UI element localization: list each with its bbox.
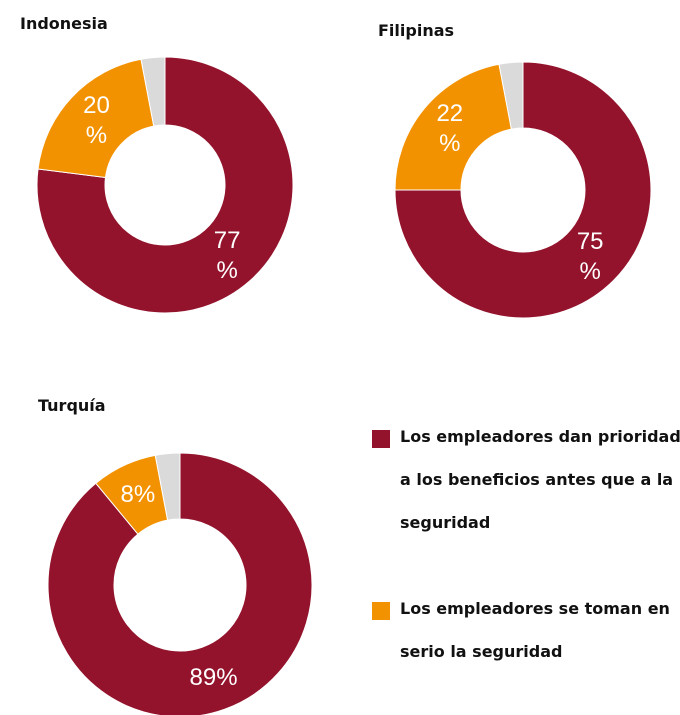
donut-segment xyxy=(154,452,181,521)
data-label: 89% xyxy=(189,664,238,692)
donut-segment xyxy=(394,61,652,319)
donut-segment xyxy=(36,56,294,314)
data-label: 8% xyxy=(120,481,156,509)
chart-title: Indonesia xyxy=(20,14,108,33)
legend-label: Los empleadores se toman en serio la seg… xyxy=(400,599,670,661)
data-label: 22 % xyxy=(436,100,464,158)
chart-title: Filipinas xyxy=(378,21,455,40)
legend-label: Los empleadores dan prioridad a los bene… xyxy=(400,427,680,532)
donut-segment xyxy=(394,63,512,191)
data-label: 75 % xyxy=(576,228,604,286)
donut-segment xyxy=(37,58,155,179)
donut-segment xyxy=(140,56,166,127)
data-label: 77 % xyxy=(213,226,241,284)
legend-swatch xyxy=(372,602,390,620)
legend-swatch xyxy=(372,430,390,448)
chart-title: Turquía xyxy=(38,396,106,415)
data-label: 20 % xyxy=(83,91,110,149)
donut-segment xyxy=(47,452,313,715)
donut-segment xyxy=(498,61,524,130)
